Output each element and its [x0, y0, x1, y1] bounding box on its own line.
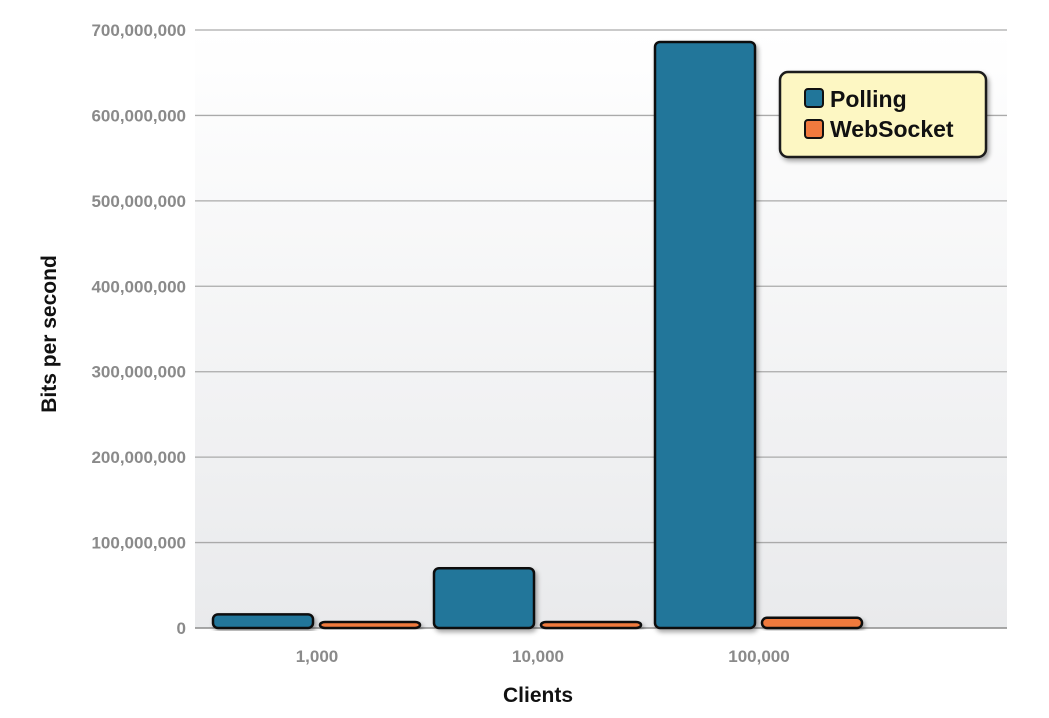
y-axis-title: Bits per second	[38, 255, 61, 413]
y-tick-label: 500,000,000	[91, 192, 186, 211]
y-tick-label: 400,000,000	[91, 277, 186, 296]
bar-websocket-2	[760, 616, 864, 630]
legend-label-websocket: WebSocket	[830, 116, 954, 142]
y-tick-label: 700,000,000	[91, 21, 186, 40]
x-tick-label: 100,000	[728, 647, 789, 666]
bars	[211, 40, 864, 630]
y-tick-label: 0	[177, 619, 186, 638]
y-axis-ticks: 0 100,000,000 200,000,000 300,000,000 400,00…	[91, 21, 186, 638]
legend-swatch-websocket	[804, 119, 824, 139]
legend-label-polling: Polling	[830, 86, 907, 112]
x-tick-label: 10,000	[512, 647, 564, 666]
legend: Polling WebSocket	[778, 70, 988, 159]
x-axis-title: Clients	[503, 684, 573, 707]
bar-websocket-1	[539, 620, 643, 630]
y-tick-label: 200,000,000	[91, 448, 186, 467]
legend-swatch-polling	[804, 88, 824, 108]
legend-box	[778, 70, 988, 159]
y-tick-label: 100,000,000	[91, 534, 186, 553]
x-axis-ticks: 1,000 10,000 100,000	[296, 647, 790, 666]
bar-websocket-0	[318, 620, 422, 630]
bar-polling-2	[653, 40, 757, 630]
x-tick-label: 1,000	[296, 647, 339, 666]
bar-polling-1	[432, 566, 536, 630]
y-tick-label: 600,000,000	[91, 106, 186, 125]
y-tick-label: 300,000,000	[91, 363, 186, 382]
bar-polling-0	[211, 613, 315, 630]
